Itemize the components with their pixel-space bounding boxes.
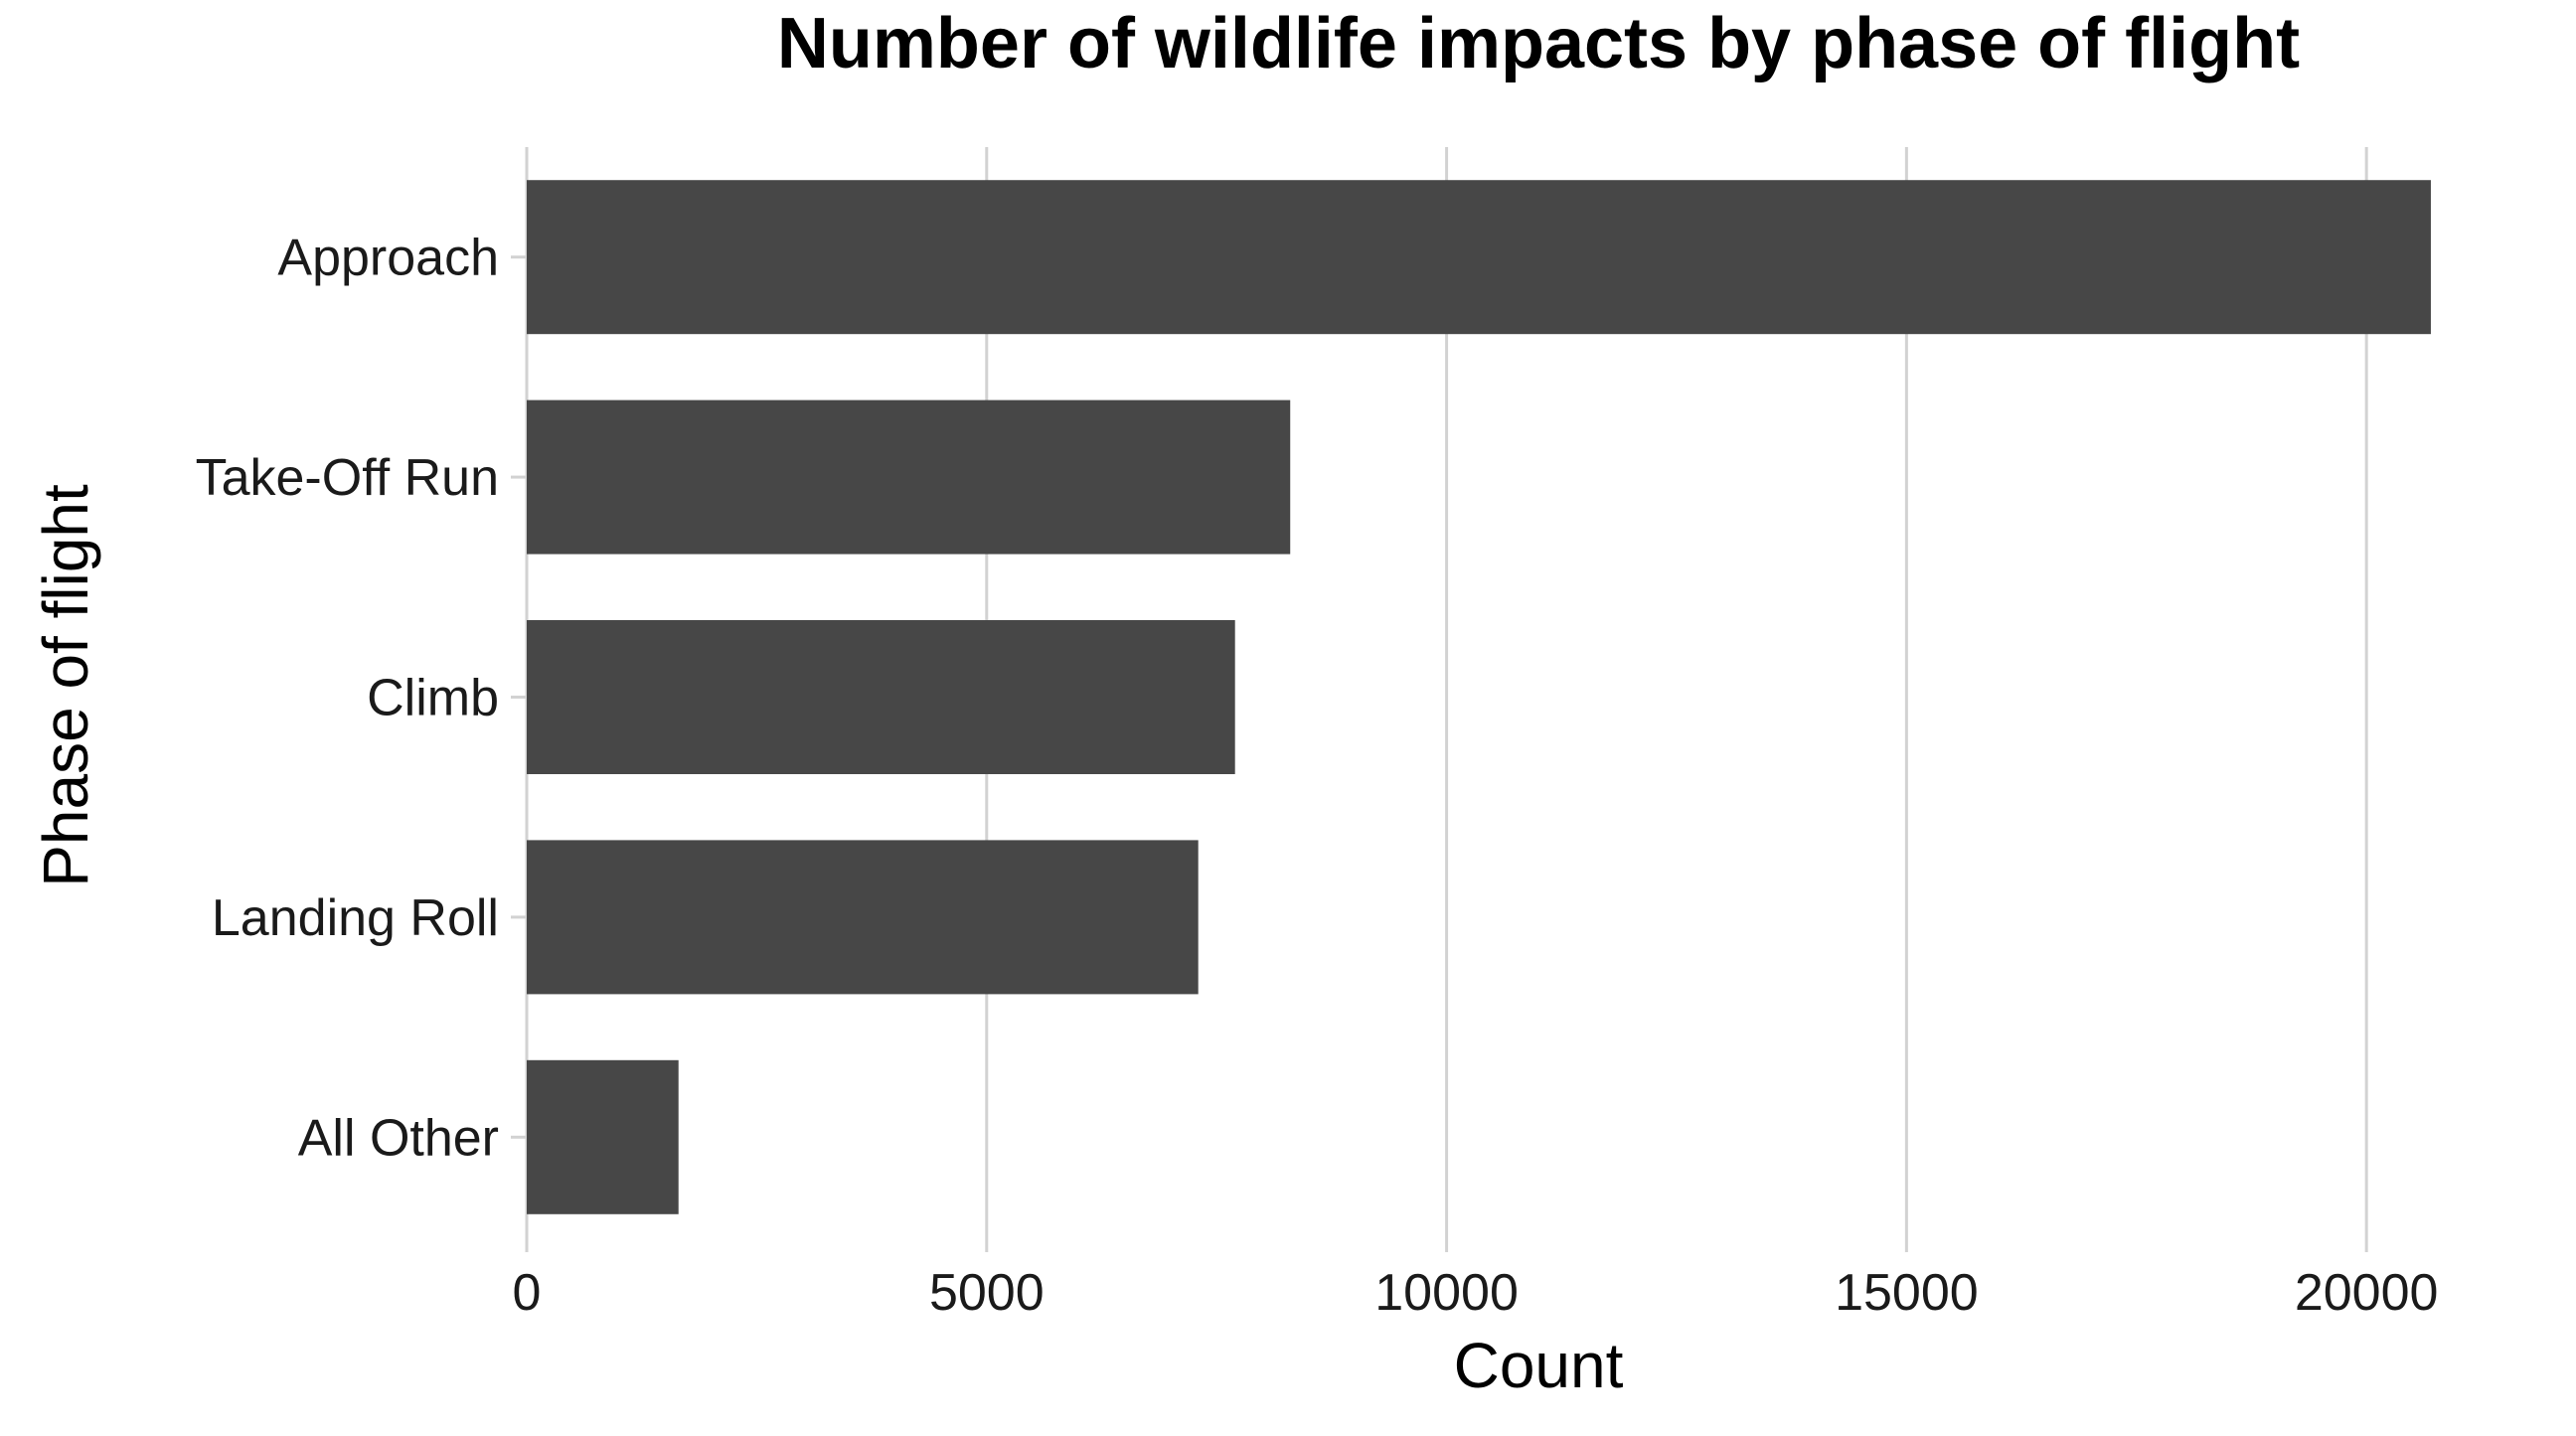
bar [527,180,2431,335]
bar [527,620,1235,774]
y-axis-ticks: Approach Take-Off Run Climb Landing Roll All… [196,230,527,1167]
x-tick-label: 0 [513,1264,542,1322]
x-tick-label: 15000 [1835,1264,1979,1322]
x-tick-label: 10000 [1374,1264,1519,1322]
x-axis-title: Count [1454,1330,1624,1401]
bar-layer [527,180,2431,1214]
y-tick-label: Landing Roll [212,889,499,947]
y-axis-title: Phase of flight [30,484,101,887]
bar [527,1059,679,1214]
x-tick-label: 5000 [929,1264,1045,1322]
bar [527,399,1291,555]
y-tick-label: Take-Off Run [196,449,499,507]
x-tick-label: 20000 [2295,1264,2439,1322]
y-tick-label: All Other [298,1109,499,1167]
y-tick-label: Approach [277,230,499,287]
y-tick-label: Climb [367,670,499,727]
chart-title: Number of wildlife impacts by phase of f… [777,4,2300,83]
bar [527,840,1199,995]
x-axis-ticks: 0 5000 10000 15000 20000 [513,1264,2439,1322]
